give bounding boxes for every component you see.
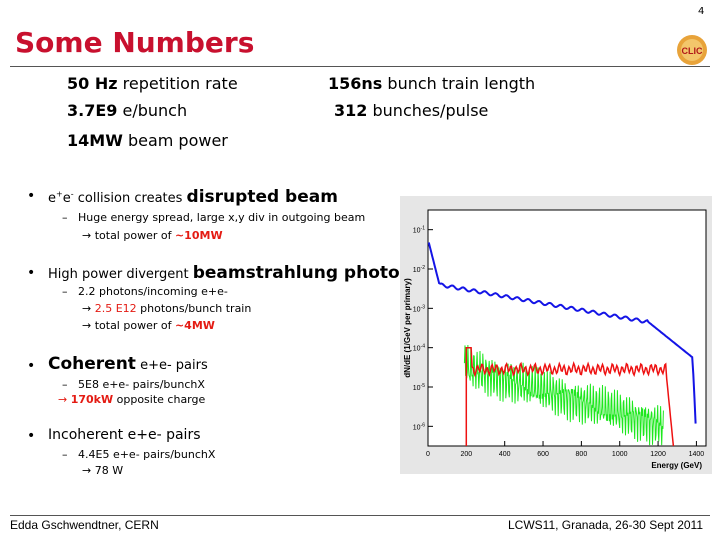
x-tick-label: 200 [461, 451, 473, 458]
bullet-dot: • [27, 428, 36, 444]
x-tick-label: 1000 [612, 451, 628, 458]
stat-rep-rate: 50 Hz repetition rate [67, 74, 238, 93]
y-tick-label: 10-3 [413, 304, 425, 313]
sub-beamstrahlung-3: → total power of ~4MW [82, 319, 215, 332]
red-series-line [465, 346, 675, 447]
y-tick-label: 10-6 [413, 422, 425, 431]
sub-coherent-1: – 5E8 e+e- pairs/bunchX [62, 378, 205, 391]
sub-disrupted-2: → total power of ~10MW [82, 229, 223, 242]
y-tick-label: 10-5 [413, 383, 425, 392]
bullet-dot: • [27, 358, 36, 374]
sub-disrupted-1: – Huge energy spread, large x,y div in o… [62, 211, 366, 224]
sub-incoherent-2: → 78 W [82, 464, 124, 477]
plot-xlabel: Energy (GeV) [651, 461, 702, 470]
stat-e-per-bunch: 3.7E9 e/bunch [67, 101, 188, 120]
logo-text: CLIC [682, 46, 703, 56]
bullet-incoherent: Incoherent e+e- pairs [48, 427, 201, 443]
spectrum-plot: dN/dE (1/GeV per primary) Energy (GeV) 0… [400, 196, 712, 474]
x-tick-label: 0 [426, 451, 430, 458]
bullet-coherent: Coherent e+e- pairs [48, 354, 208, 374]
y-tick-label: 10-1 [413, 226, 425, 235]
stat-bunches: 312 bunches/pulse [334, 101, 489, 120]
bullet-dot: • [27, 188, 36, 204]
slide-title: Some Numbers [15, 26, 255, 59]
y-tick-label: 10-4 [413, 344, 425, 353]
footer-event: LCWS11, Granada, 26-30 Sept 2011 [508, 518, 704, 532]
footer-author: Edda Gschwendtner, CERN [10, 518, 159, 532]
y-tick-label: 10-2 [413, 265, 425, 274]
page-number: 4 [698, 6, 705, 17]
bullet-disrupted-beam: e+e- collision creates disrupted beam [48, 187, 338, 207]
blue-series-line [427, 242, 697, 424]
clic-logo: CLIC [676, 34, 708, 66]
stat-beam-power: 14MW beam power [67, 131, 228, 150]
footer-rule [10, 515, 710, 516]
bullet-dot: • [27, 265, 36, 281]
sub-coherent-2: → 170kW opposite charge [58, 393, 206, 406]
x-tick-label: 800 [576, 451, 588, 458]
sub-incoherent-1: – 4.4E5 e+e- pairs/bunchX [62, 448, 216, 461]
green-series-line [463, 344, 664, 446]
sub-beamstrahlung-2: → 2.5 E12 photons/bunch train [82, 302, 252, 315]
sub-beamstrahlung-1: – 2.2 photons/incoming e+e- [62, 285, 228, 298]
stat-train-length: 156ns bunch train length [328, 74, 536, 93]
bullet-beamstrahlung: High power divergent beamstrahlung photo… [48, 263, 422, 283]
x-tick-label: 1200 [650, 451, 666, 458]
title-rule [10, 66, 710, 67]
x-tick-label: 400 [499, 451, 511, 458]
x-tick-label: 600 [537, 451, 549, 458]
plot-ylabel: dN/dE (1/GeV per primary) [403, 278, 412, 378]
x-tick-label: 1400 [689, 451, 705, 458]
y-ticks: 10-1 10-2 10-3 10-4 10-5 10-6 [413, 226, 433, 431]
